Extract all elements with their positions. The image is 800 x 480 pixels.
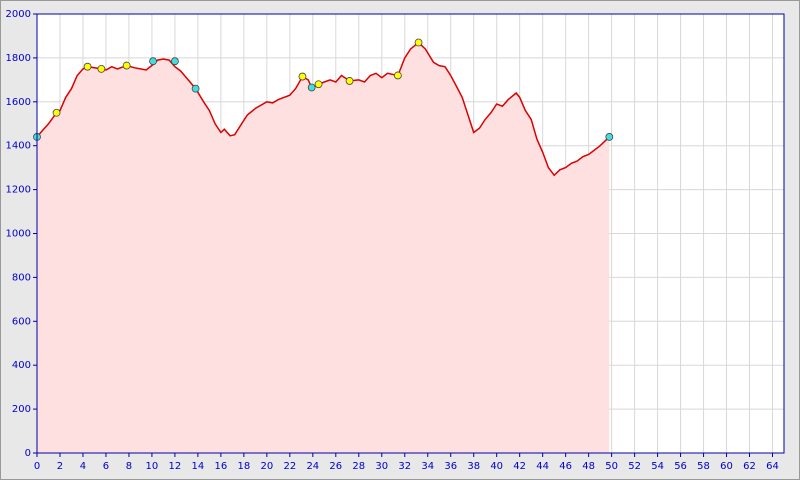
x-tick-label: 30 — [375, 461, 388, 472]
x-tick-label: 62 — [743, 461, 756, 472]
waypoint — [314, 80, 323, 89]
x-tick-label: 64 — [766, 461, 779, 472]
x-tick-label: 56 — [674, 461, 687, 472]
x-tick-label: 10 — [146, 461, 159, 472]
x-tick-label: 4 — [80, 461, 86, 472]
waypoint — [414, 38, 423, 47]
x-tick-label: 44 — [536, 461, 549, 472]
plot-border — [36, 13, 785, 454]
x-tick-label: 54 — [651, 461, 664, 472]
y-tick-label: 0 — [25, 448, 31, 459]
x-tick-label: 58 — [697, 461, 710, 472]
x-tick-label: 60 — [720, 461, 733, 472]
x-tick-label: 22 — [283, 461, 296, 472]
waypoint — [191, 84, 200, 93]
x-tick-label: 50 — [605, 461, 618, 472]
y-tick-label: 1800 — [6, 53, 31, 64]
x-tick-label: 12 — [169, 461, 182, 472]
x-tick-label: 28 — [352, 461, 365, 472]
x-tick-label: 20 — [260, 461, 273, 472]
y-tick-label: 1000 — [6, 229, 31, 240]
waypoint — [122, 61, 131, 70]
x-tick-label: 6 — [103, 461, 109, 472]
waypoint — [149, 57, 157, 66]
y-tick-label: 1600 — [6, 97, 31, 108]
area — [37, 42, 610, 453]
x-tick-label: 40 — [490, 461, 503, 472]
x-tick-label: 24 — [306, 461, 319, 472]
x-tick-label: 2 — [57, 461, 63, 472]
waypoint — [52, 108, 61, 117]
x-tick-label: 8 — [126, 461, 132, 472]
waypoint — [298, 72, 307, 81]
x-tick-label: 18 — [237, 461, 250, 472]
x-tick-label: 38 — [467, 461, 480, 472]
x-tick-label: 48 — [582, 461, 595, 472]
x-tick-label: 16 — [215, 461, 228, 472]
x-tick-label: 14 — [192, 461, 205, 472]
y-tick-label: 2000 — [6, 9, 31, 20]
x-tick-label: 36 — [444, 461, 457, 472]
waypoint — [171, 57, 179, 66]
y-tick-label: 800 — [12, 272, 31, 283]
y-tick-label: 200 — [12, 404, 31, 415]
x-tick-label: 34 — [421, 461, 434, 472]
waypoint — [97, 64, 106, 73]
x-tick-label: 52 — [628, 461, 641, 472]
waypoint — [83, 62, 92, 71]
y-tick-label: 400 — [12, 360, 31, 371]
x-tick-label: 46 — [559, 461, 572, 472]
waypoint — [605, 133, 614, 141]
x-tick-label: 0 — [34, 461, 40, 472]
x-tick-label: 26 — [329, 461, 342, 472]
y-tick-label: 600 — [12, 316, 31, 327]
y-tick-label: 1200 — [6, 185, 31, 196]
x-tick-label: 42 — [513, 461, 526, 472]
x-tick-label: 32 — [398, 461, 411, 472]
waypoint — [307, 83, 316, 92]
waypoint — [345, 77, 354, 85]
waypoint — [393, 71, 402, 80]
y-tick-label: 1400 — [6, 141, 31, 152]
